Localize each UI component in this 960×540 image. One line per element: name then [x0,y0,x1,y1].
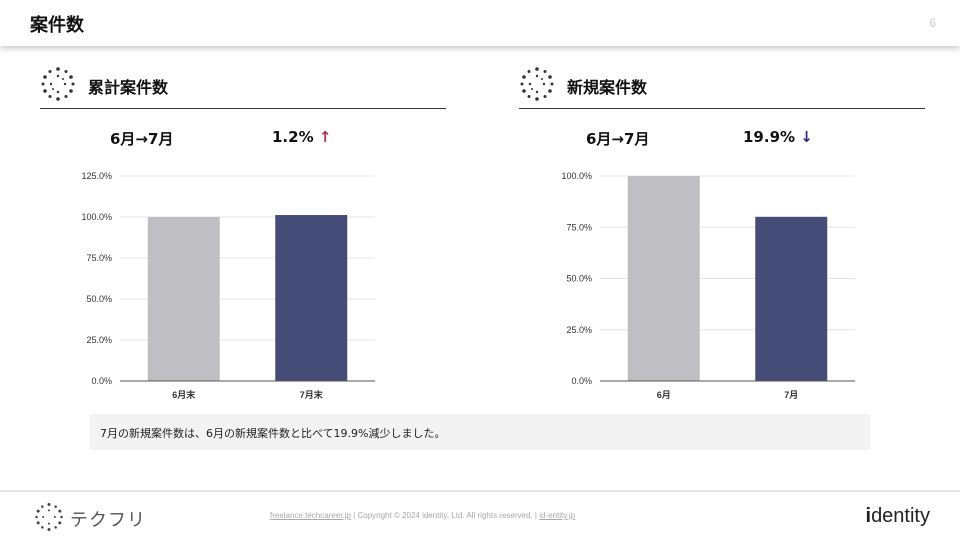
summary-note-text: 7月の新規案件数は、6月の新規案件数と比べて19.9%減少しました。 [100,427,446,440]
company-logo-rest: dentity [871,505,930,527]
arrow-down-icon: ↓ [800,128,813,146]
y-tick-label: 25.0% [566,325,592,335]
section-title-new: 新規案件数 [567,78,648,97]
cumulative-bar-2 [275,215,348,381]
y-tick-label: 100.0% [561,171,592,181]
right-period: 6月→7月 [586,130,650,148]
footer-copyright-line: freelance.techcareer.jp | Copyright © 20… [270,511,576,520]
y-tick-label: 100.0% [81,212,112,222]
y-tick-label: 125.0% [81,171,112,181]
new-cases-bar-chart: 0.0% 25.0% 50.0% 75.0% 100.0% 6月 7月 [561,171,855,400]
company-logo-i: i [865,505,872,527]
x-tick-label: 7月末 [300,389,324,400]
section-divider [519,108,925,109]
cumulative-bar-1 [147,217,220,381]
right-change-value: 19.9% [743,128,796,146]
summary-note: 7月の新規案件数は、6月の新規案件数と比べて19.9%減少しました。 [90,414,870,450]
footer-copyright: Copyright © 2024 identity, Ltd. All righ… [357,511,533,520]
y-tick-label: 0.0% [91,376,112,386]
company-logo: identity [866,505,931,528]
left-change: 1.2% ↑ [272,128,331,146]
section-title-cumulative: 累計案件数 [88,78,169,97]
y-tick-label: 0.0% [571,376,592,386]
cumulative-bar-chart: 0.0% 25.0% 50.0% 75.0% 100.0% 125.0% 6月末 7月末 [81,171,375,400]
x-tick-label: 6月末 [172,389,196,400]
new-bar-1 [627,176,700,381]
new-bar-2 [755,216,828,381]
y-tick-label: 50.0% [86,294,112,304]
x-tick-label: 7月 [784,390,798,400]
footer-link-techcareer[interactable]: freelance.techcareer.jp [270,511,351,520]
left-section-header: 累計案件数 [40,66,446,110]
dots-circle-logo-icon [35,503,63,531]
right-section-header: 新規案件数 [519,66,925,110]
arrow-up-icon: ↑ [318,128,332,146]
section-divider [40,108,446,109]
slide-header: 案件数 6 [0,0,960,46]
left-change-value: 1.2% [272,128,314,146]
dots-circle-logo-icon [41,67,75,101]
y-tick-label: 75.0% [566,222,592,232]
left-period: 6月→7月 [110,130,174,148]
footer-divider [0,490,960,492]
y-tick-label: 75.0% [86,253,112,263]
footer-link-identity[interactable]: id-entity.jp [539,511,576,520]
page-number: 6 [929,16,936,30]
y-tick-label: 25.0% [86,335,112,345]
right-change: 19.9% ↓ [743,128,813,146]
page-title: 案件数 [30,15,84,36]
y-tick-label: 50.0% [566,274,592,284]
footer-brand-name: テクフリ [70,510,146,531]
x-tick-label: 6月 [657,390,671,400]
dots-circle-logo-icon [520,67,554,101]
